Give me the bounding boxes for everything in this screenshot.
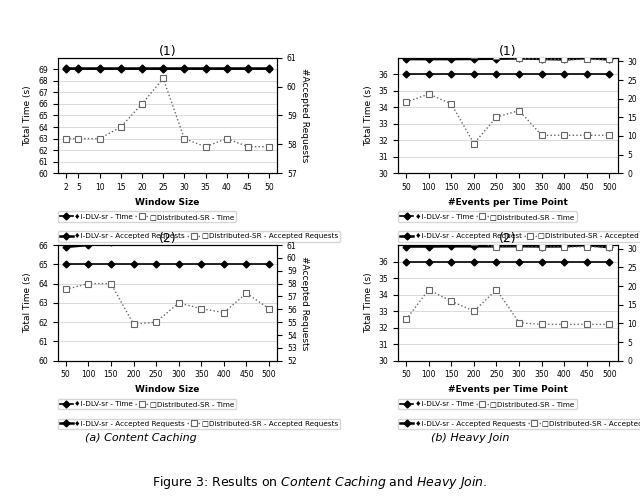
Y-axis label: Total Time (s): Total Time (s) [364, 273, 373, 333]
Title: (1): (1) [159, 45, 176, 58]
X-axis label: Window Size: Window Size [135, 197, 200, 206]
X-axis label: #Events per Time Point: #Events per Time Point [448, 197, 568, 206]
Legend: ♦I-DLV-sr - Accepted Request, □Distributed-SR - Accepted Request: ♦I-DLV-sr - Accepted Request, □Distribut… [398, 231, 640, 241]
Y-axis label: #Accepted Requests: #Accepted Requests [300, 256, 309, 350]
Y-axis label: Total Time (s): Total Time (s) [24, 85, 33, 146]
Title: (1): (1) [499, 45, 516, 58]
Legend: ♦I-DLV-sr - Accepted Requests, □Distributed-SR - Accepted Requests: ♦I-DLV-sr - Accepted Requests, □Distribu… [58, 231, 340, 241]
Text: (a) Content Caching: (a) Content Caching [85, 433, 196, 443]
Title: (2): (2) [499, 232, 516, 245]
Legend: ♦I-DLV-sr - Accepted Requests, □Distributed-SR - Accepted Requests: ♦I-DLV-sr - Accepted Requests, □Distribu… [58, 418, 340, 429]
Title: (2): (2) [159, 232, 176, 245]
X-axis label: Window Size: Window Size [135, 385, 200, 394]
X-axis label: #Events per Time Point: #Events per Time Point [448, 385, 568, 394]
Y-axis label: Total Time (s): Total Time (s) [364, 85, 373, 146]
Text: Figure 3: Results on $\it{Content\ Caching}$ and $\it{Heavy\ Join}$.: Figure 3: Results on $\it{Content\ Cachi… [152, 474, 488, 491]
Legend: ♦I-DLV-sr - Accepted Requests, □Distributed-SR - Accepted Requests: ♦I-DLV-sr - Accepted Requests, □Distribu… [398, 418, 640, 429]
Y-axis label: Total Time (s): Total Time (s) [24, 273, 33, 333]
Y-axis label: #Accepted Requests: #Accepted Requests [300, 68, 309, 163]
Text: (b) Heavy Join: (b) Heavy Join [431, 433, 509, 443]
